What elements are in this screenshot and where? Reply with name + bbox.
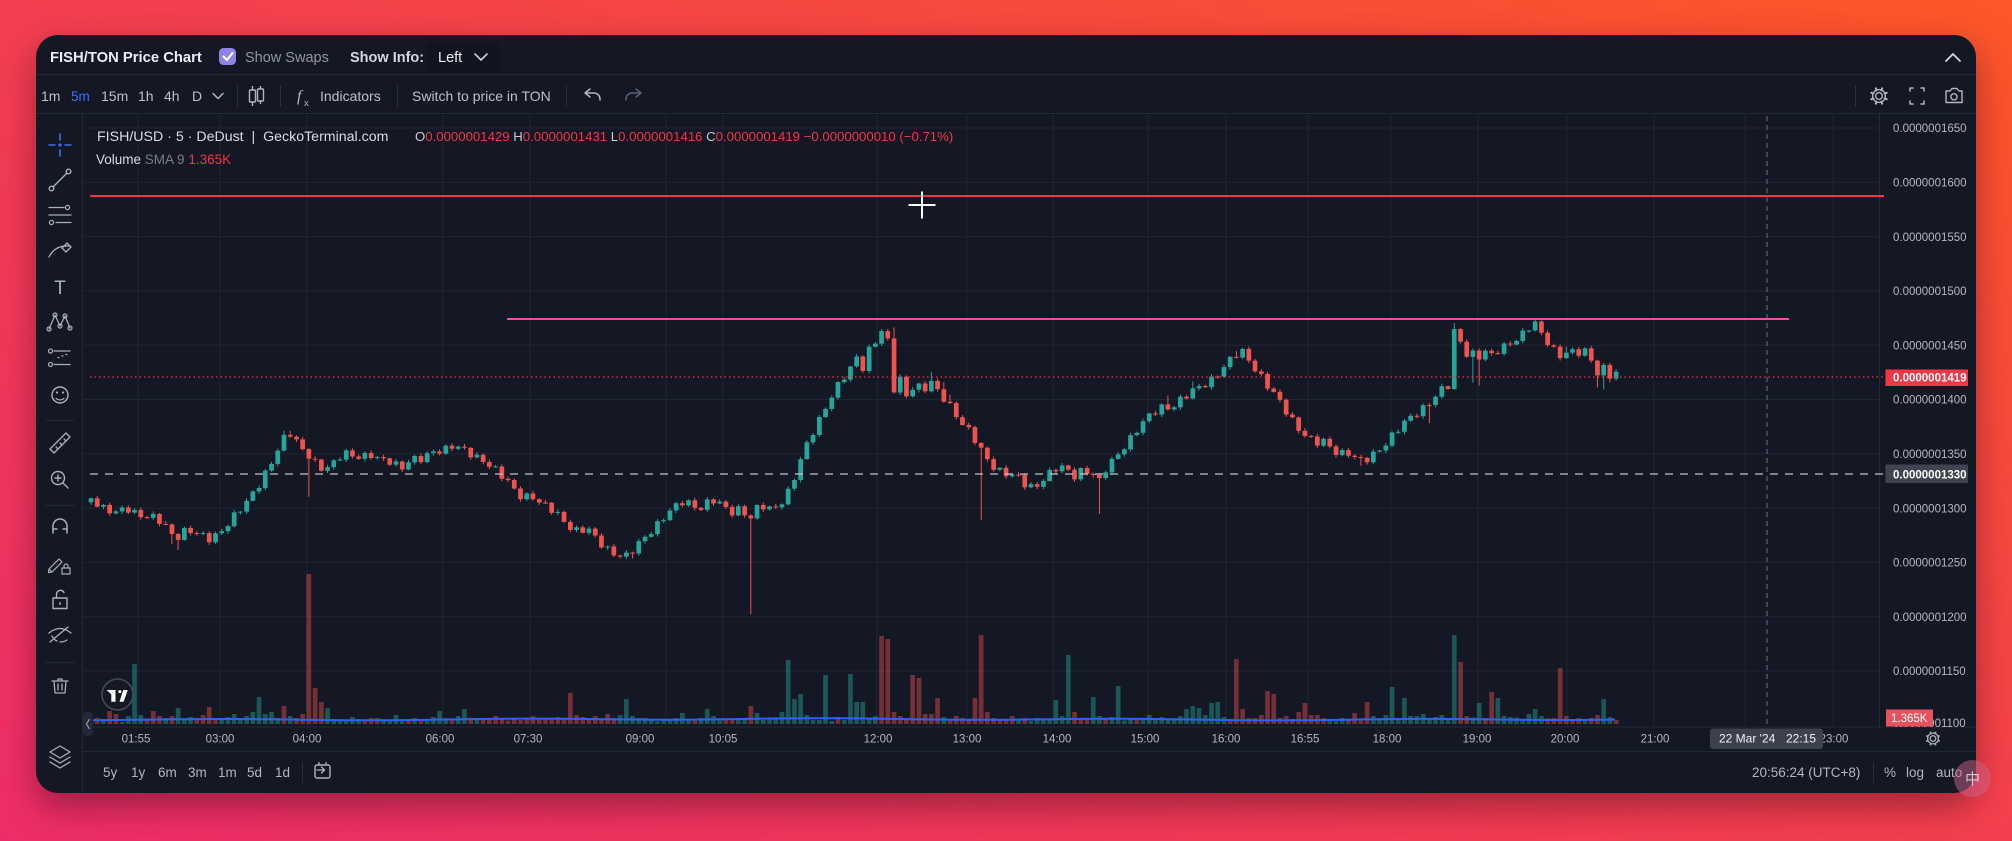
svg-text:04:00: 04:00 bbox=[293, 734, 322, 746]
svg-text:12:00: 12:00 bbox=[864, 734, 893, 746]
svg-text:3m: 3m bbox=[188, 765, 207, 780]
svg-text:21:00: 21:00 bbox=[1641, 734, 1670, 746]
svg-text:5d: 5d bbox=[247, 765, 262, 780]
svg-text:0.0000001600: 0.0000001600 bbox=[1893, 178, 1967, 190]
svg-text:f: f bbox=[297, 88, 304, 105]
svg-text:Indicators: Indicators bbox=[320, 88, 381, 104]
svg-text:x: x bbox=[304, 98, 309, 109]
svg-text:03:00: 03:00 bbox=[206, 734, 235, 746]
svg-text:1m: 1m bbox=[218, 765, 237, 780]
svg-text:10:05: 10:05 bbox=[709, 734, 738, 746]
svg-text:0.0000001150: 0.0000001150 bbox=[1893, 666, 1966, 678]
svg-text:Show Info:: Show Info: bbox=[350, 50, 424, 66]
svg-text:4h: 4h bbox=[164, 88, 180, 104]
svg-text:20:56:24 (UTC+8): 20:56:24 (UTC+8) bbox=[1752, 765, 1860, 780]
svg-text:0.0000001350: 0.0000001350 bbox=[1893, 449, 1967, 461]
svg-text:16:00: 16:00 bbox=[1212, 734, 1241, 746]
svg-text:20:00: 20:00 bbox=[1551, 734, 1580, 746]
svg-text:22:15: 22:15 bbox=[1786, 732, 1816, 746]
svg-text:Show Swaps: Show Swaps bbox=[245, 50, 329, 66]
svg-text:0.0000001250: 0.0000001250 bbox=[1893, 558, 1967, 570]
svg-text:log: log bbox=[1906, 765, 1924, 780]
svg-text:0.0000001300: 0.0000001300 bbox=[1893, 503, 1967, 515]
svg-text:1y: 1y bbox=[131, 765, 146, 780]
svg-text:auto: auto bbox=[1936, 765, 1962, 780]
svg-text:15m: 15m bbox=[101, 88, 128, 104]
svg-text:16:55: 16:55 bbox=[1291, 734, 1320, 746]
svg-text:O0.0000001429 H0.0000001431 L0: O0.0000001429 H0.0000001431 L0.000000141… bbox=[415, 129, 953, 144]
svg-text:5y: 5y bbox=[103, 765, 118, 780]
svg-text:06:00: 06:00 bbox=[426, 734, 455, 746]
svg-text:1d: 1d bbox=[275, 765, 290, 780]
svg-text:D: D bbox=[192, 88, 202, 104]
svg-text:0.0000001500: 0.0000001500 bbox=[1893, 286, 1967, 298]
svg-text:0.0000001550: 0.0000001550 bbox=[1893, 232, 1967, 244]
svg-text:6m: 6m bbox=[158, 765, 177, 780]
svg-text:0.0000001400: 0.0000001400 bbox=[1893, 395, 1967, 407]
svg-text:23:00: 23:00 bbox=[1820, 734, 1849, 746]
svg-text:01:55: 01:55 bbox=[122, 734, 151, 746]
svg-text:09:00: 09:00 bbox=[626, 734, 655, 746]
svg-text:Left: Left bbox=[438, 50, 462, 66]
svg-text:0.0000001330: 0.0000001330 bbox=[1893, 470, 1967, 482]
svg-text:FISH/USD · 5 · DeDust | Geck: FISH/USD · 5 · DeDust | GeckoTerminal.co… bbox=[97, 129, 388, 145]
svg-text:Volume SMA 9 1.365K: Volume SMA 9 1.365K bbox=[96, 152, 231, 167]
svg-text:14:00: 14:00 bbox=[1043, 734, 1072, 746]
svg-text:0.0000001650: 0.0000001650 bbox=[1893, 123, 1967, 135]
svg-text:18:00: 18:00 bbox=[1373, 734, 1402, 746]
svg-text:1h: 1h bbox=[138, 88, 154, 104]
svg-text:19:00: 19:00 bbox=[1463, 734, 1492, 746]
svg-text:5m: 5m bbox=[71, 89, 90, 104]
svg-text:0.0000001200: 0.0000001200 bbox=[1893, 612, 1967, 624]
svg-text:07:30: 07:30 bbox=[514, 734, 543, 746]
svg-text:Switch to price in TON: Switch to price in TON bbox=[412, 88, 551, 104]
svg-text:22 Mar '24: 22 Mar '24 bbox=[1719, 732, 1776, 746]
svg-text:%: % bbox=[1884, 765, 1896, 780]
svg-text:1m: 1m bbox=[41, 88, 60, 104]
svg-text:0.0000001419: 0.0000001419 bbox=[1893, 373, 1967, 385]
svg-text:FISH/TON Price Chart: FISH/TON Price Chart bbox=[50, 50, 202, 66]
svg-text:15:00: 15:00 bbox=[1131, 734, 1160, 746]
svg-text:1.365K: 1.365K bbox=[1891, 713, 1928, 725]
svg-text:0.0000001450: 0.0000001450 bbox=[1893, 340, 1967, 352]
svg-text:13:00: 13:00 bbox=[953, 734, 982, 746]
svg-text:T: T bbox=[54, 278, 66, 299]
